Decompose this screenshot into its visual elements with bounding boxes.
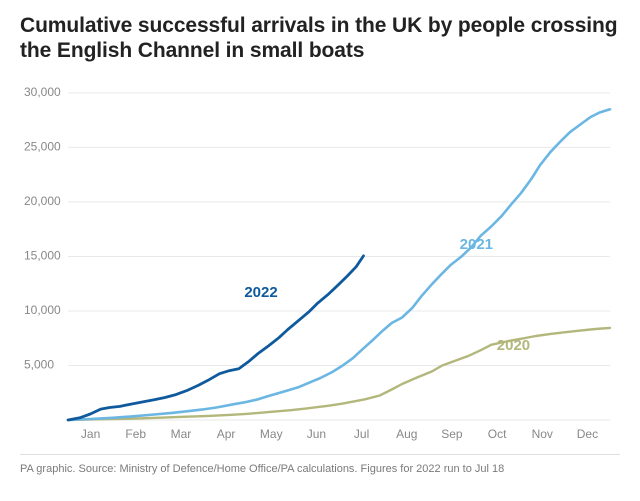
x-tick-label: Jun	[307, 427, 326, 441]
series-label-2020: 2020	[497, 337, 530, 354]
y-tick-label: 30,000	[24, 85, 61, 99]
y-tick-label: 5,000	[24, 357, 54, 371]
x-tick-label: May	[260, 427, 283, 441]
chart-svg: 5,000 10,000 15,000 20,000 25,000 30,000 Jan Fe…	[22, 76, 620, 448]
x-tick-label: Aug	[396, 427, 417, 441]
plot-area: 5,000 10,000 15,000 20,000 25,000 30,000 Jan Fe…	[22, 76, 620, 448]
x-tick-label: Mar	[171, 427, 192, 441]
x-tick-label: Sep	[441, 427, 463, 441]
x-tick-label: Oct	[488, 427, 507, 441]
x-tick-label: Feb	[125, 427, 146, 441]
series-line-2021	[68, 109, 610, 420]
chart-footnote: PA graphic. Source: Ministry of Defence/…	[20, 454, 620, 475]
x-tick-label: Jan	[81, 427, 100, 441]
chart-title: Cumulative successful arrivals in the UK…	[20, 14, 620, 64]
x-tick-label: Nov	[532, 427, 553, 441]
y-tick-label: 20,000	[24, 194, 61, 208]
x-tick-label: Dec	[577, 427, 598, 441]
chart-container: Cumulative successful arrivals in the UK…	[0, 0, 640, 501]
y-tick-label: 15,000	[24, 248, 61, 262]
x-tick-label: Apr	[217, 427, 236, 441]
series-label-2022: 2022	[244, 283, 277, 300]
y-tick-label: 10,000	[24, 303, 61, 317]
series-line-2022	[68, 255, 364, 419]
series-label-2021: 2021	[460, 235, 493, 252]
x-tick-label: Jul	[354, 427, 369, 441]
y-tick-label: 25,000	[24, 139, 61, 153]
